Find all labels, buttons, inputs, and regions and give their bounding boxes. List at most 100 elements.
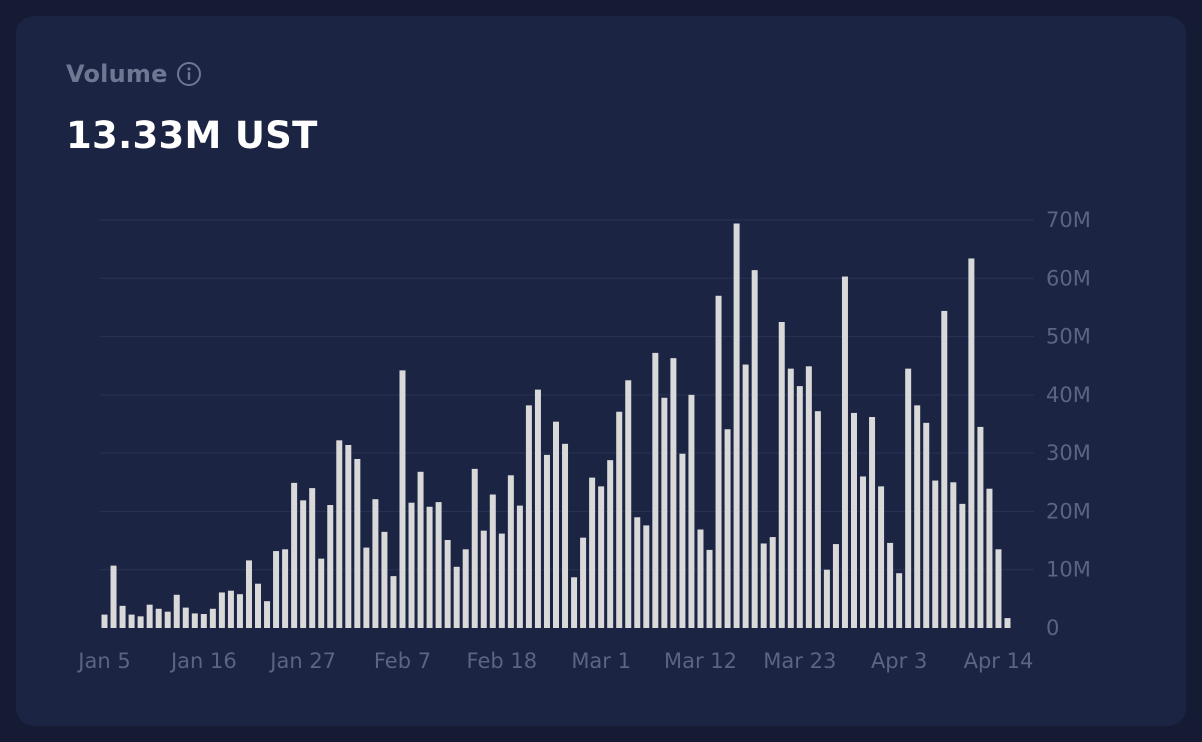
bar[interactable]: [300, 500, 307, 628]
bar[interactable]: [986, 488, 993, 628]
bar[interactable]: [471, 468, 478, 628]
bar[interactable]: [282, 549, 289, 628]
bar[interactable]: [200, 614, 207, 628]
bar[interactable]: [814, 411, 821, 628]
bar[interactable]: [787, 368, 794, 628]
bar[interactable]: [706, 549, 713, 628]
bar[interactable]: [598, 486, 605, 628]
bar[interactable]: [850, 412, 857, 628]
bar[interactable]: [769, 537, 776, 628]
bar[interactable]: [607, 460, 614, 628]
bar[interactable]: [489, 494, 496, 628]
bar[interactable]: [372, 499, 379, 628]
bar[interactable]: [841, 276, 848, 628]
bar[interactable]: [182, 607, 189, 628]
bar[interactable]: [309, 488, 316, 628]
bar[interactable]: [805, 366, 812, 628]
bar[interactable]: [498, 533, 505, 628]
bar[interactable]: [760, 543, 767, 628]
bar[interactable]: [507, 475, 514, 628]
info-icon[interactable]: [176, 61, 202, 87]
bar[interactable]: [643, 525, 650, 628]
bar[interactable]: [525, 405, 532, 628]
bar[interactable]: [887, 542, 894, 628]
bar[interactable]: [914, 405, 921, 628]
bar[interactable]: [363, 547, 370, 628]
bar[interactable]: [968, 258, 975, 628]
bar[interactable]: [408, 502, 415, 628]
bar[interactable]: [245, 560, 252, 628]
bar[interactable]: [146, 604, 153, 628]
bar[interactable]: [905, 368, 912, 628]
bar[interactable]: [715, 295, 722, 628]
bar[interactable]: [869, 417, 876, 628]
bar[interactable]: [688, 394, 695, 628]
bar[interactable]: [652, 352, 659, 628]
bar[interactable]: [255, 583, 262, 628]
bar[interactable]: [896, 573, 903, 628]
bar[interactable]: [553, 421, 559, 628]
bar[interactable]: [453, 566, 460, 628]
bar[interactable]: [236, 594, 243, 628]
bar[interactable]: [625, 380, 632, 628]
bar[interactable]: [291, 482, 298, 628]
bar[interactable]: [860, 476, 867, 628]
bar[interactable]: [932, 480, 939, 628]
bar[interactable]: [959, 503, 966, 628]
bar[interactable]: [128, 614, 135, 628]
bar[interactable]: [390, 576, 397, 628]
bar[interactable]: [543, 454, 550, 628]
bar[interactable]: [661, 397, 668, 628]
bar[interactable]: [778, 322, 785, 628]
bar[interactable]: [435, 502, 442, 628]
bar[interactable]: [417, 471, 424, 628]
bar[interactable]: [173, 594, 180, 628]
bar[interactable]: [381, 531, 388, 628]
bar[interactable]: [580, 537, 587, 628]
bar[interactable]: [1004, 618, 1011, 628]
bar[interactable]: [209, 608, 216, 628]
bar[interactable]: [462, 549, 469, 628]
bar[interactable]: [724, 429, 731, 628]
bar[interactable]: [733, 223, 740, 629]
bar[interactable]: [318, 558, 325, 628]
bar[interactable]: [480, 530, 487, 628]
bar[interactable]: [977, 426, 984, 628]
bar[interactable]: [670, 358, 677, 628]
bar[interactable]: [634, 517, 641, 628]
bar[interactable]: [101, 614, 108, 628]
bar[interactable]: [119, 605, 126, 628]
bar[interactable]: [923, 422, 930, 628]
bar[interactable]: [327, 505, 334, 628]
bar[interactable]: [227, 590, 234, 628]
bar[interactable]: [616, 411, 623, 628]
bar[interactable]: [679, 453, 686, 628]
bar[interactable]: [354, 458, 361, 628]
bar[interactable]: [273, 551, 280, 628]
bar[interactable]: [155, 608, 162, 628]
bar[interactable]: [218, 592, 225, 628]
bar[interactable]: [995, 549, 1002, 628]
bar[interactable]: [878, 486, 885, 628]
bar[interactable]: [399, 370, 406, 628]
bar[interactable]: [264, 601, 271, 628]
bar[interactable]: [164, 611, 171, 628]
bar[interactable]: [444, 539, 451, 628]
bar[interactable]: [110, 565, 117, 628]
bar[interactable]: [950, 482, 957, 628]
bar[interactable]: [336, 440, 343, 628]
bar[interactable]: [137, 616, 144, 628]
bar[interactable]: [534, 389, 541, 628]
bar[interactable]: [751, 270, 758, 628]
bar[interactable]: [796, 386, 803, 628]
bar[interactable]: [426, 506, 433, 628]
bar[interactable]: [562, 443, 569, 628]
bar[interactable]: [697, 529, 704, 629]
bar[interactable]: [516, 505, 523, 628]
bar[interactable]: [742, 364, 749, 628]
bar[interactable]: [589, 477, 596, 628]
bar[interactable]: [571, 577, 578, 628]
bar[interactable]: [823, 569, 830, 628]
bar[interactable]: [191, 613, 198, 628]
bar[interactable]: [345, 444, 352, 628]
